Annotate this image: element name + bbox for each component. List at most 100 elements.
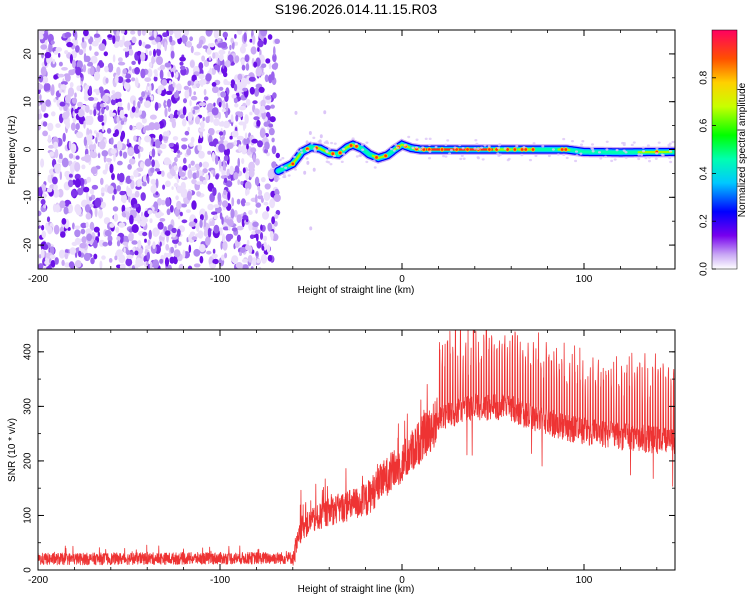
noise-speckle: [89, 188, 95, 195]
carrier-halo: [597, 151, 601, 154]
noise-speckle: [248, 168, 255, 178]
spectrogram-x-label: Height of straight line (km): [298, 285, 415, 296]
noise-speckle: [102, 241, 108, 247]
noise-speckle: [213, 64, 221, 71]
noise-speckle: [186, 148, 192, 156]
noise-speckle: [253, 116, 260, 121]
noise-speckle: [199, 255, 204, 264]
noise-speckle: [248, 210, 253, 215]
carrier-halo: [507, 157, 511, 161]
carrier-halo: [547, 154, 551, 158]
noise-speckle: [137, 239, 142, 249]
noise-speckle: [123, 117, 128, 123]
noise-speckle: [81, 164, 86, 170]
noise-speckle: [167, 71, 171, 78]
noise-speckle: [116, 236, 121, 241]
noise-speckle: [42, 192, 46, 200]
noise-speckle: [164, 41, 168, 52]
noise-speckle: [221, 254, 225, 261]
noise-speckle: [85, 212, 92, 220]
noise-speckle: [264, 74, 269, 83]
noise-speckle: [68, 69, 75, 75]
noise-speckle: [109, 109, 113, 118]
noise-speckle: [160, 199, 166, 206]
noise-speckle: [87, 115, 94, 126]
noise-speckle: [142, 231, 148, 237]
carrier-halo: [427, 143, 431, 147]
noise-speckle: [40, 44, 48, 50]
noise-speckle: [183, 157, 187, 164]
noise-speckle: [131, 224, 139, 233]
noise-speckle: [211, 82, 217, 87]
noise-speckle: [101, 255, 106, 260]
colorbar-tick-label: 0.2: [699, 214, 710, 228]
noise-speckle: [178, 30, 184, 33]
noise-speckle: [220, 241, 223, 250]
noise-speckle: [38, 102, 41, 107]
noise-speckle: [222, 31, 228, 38]
noise-speckle: [107, 34, 113, 38]
noise-speckle: [74, 229, 81, 238]
noise-speckle: [181, 34, 188, 43]
noise-speckle: [87, 63, 93, 67]
noise-speckle: [227, 191, 231, 201]
noise-speckle: [40, 102, 47, 113]
noise-speckle: [47, 122, 54, 132]
noise-speckle: [231, 197, 235, 207]
noise-speckle: [225, 111, 229, 119]
noise-speckle: [184, 89, 190, 99]
noise-speckle: [226, 142, 234, 150]
noise-speckle: [46, 266, 53, 269]
noise-speckle: [191, 178, 197, 185]
noise-speckle: [169, 113, 174, 119]
noise-speckle: [110, 137, 114, 145]
noise-speckle: [128, 66, 132, 71]
noise-speckle: [234, 103, 239, 108]
noise-speckle: [206, 250, 212, 255]
noise-speckle: [237, 73, 243, 81]
noise-speckle: [214, 155, 219, 165]
carrier-halo: [331, 157, 335, 160]
noise-speckle: [55, 47, 63, 52]
noise-speckle: [234, 34, 237, 39]
carrier-peak-dot: [465, 147, 470, 152]
noise-speckle: [52, 176, 58, 185]
noise-speckle: [193, 248, 201, 257]
noise-speckle: [257, 185, 261, 191]
carrier-halo: [340, 160, 344, 164]
noise-speckle: [252, 221, 259, 228]
noise-speckle: [86, 176, 92, 183]
noise-speckle: [205, 116, 210, 124]
colorbar-gradient: [711, 29, 738, 270]
noise-speckle: [109, 223, 115, 228]
noise-speckle: [130, 179, 135, 190]
noise-speckle: [210, 170, 214, 174]
noise-speckle: [125, 78, 131, 83]
noise-speckle: [119, 109, 125, 119]
snr-y-tick-label: 400: [23, 343, 34, 360]
spectrogram-y-tick-label: 0: [23, 146, 34, 152]
noise-speckle: [254, 87, 260, 97]
noise-speckle: [44, 51, 52, 59]
carrier-halo: [668, 156, 672, 160]
noise-speckle: [57, 73, 65, 78]
noise-speckle: [120, 30, 124, 34]
noise-speckle: [94, 51, 99, 57]
noise-speckle: [168, 80, 172, 85]
noise-speckle: [64, 32, 72, 38]
noise-speckle: [164, 257, 170, 267]
noise-speckle: [112, 54, 116, 63]
noise-speckle: [181, 219, 188, 224]
carrier-halo: [282, 175, 286, 179]
noise-speckle: [39, 94, 42, 101]
noise-speckle: [250, 46, 257, 55]
noise-speckle: [172, 238, 179, 244]
carrier-halo: [532, 142, 536, 145]
carrier-halo: [534, 154, 538, 158]
noise-speckle: [208, 56, 212, 61]
noise-speckle: [38, 108, 41, 115]
noise-speckle: [77, 101, 83, 108]
noise-speckle: [209, 30, 213, 35]
noise-speckle: [248, 161, 256, 171]
